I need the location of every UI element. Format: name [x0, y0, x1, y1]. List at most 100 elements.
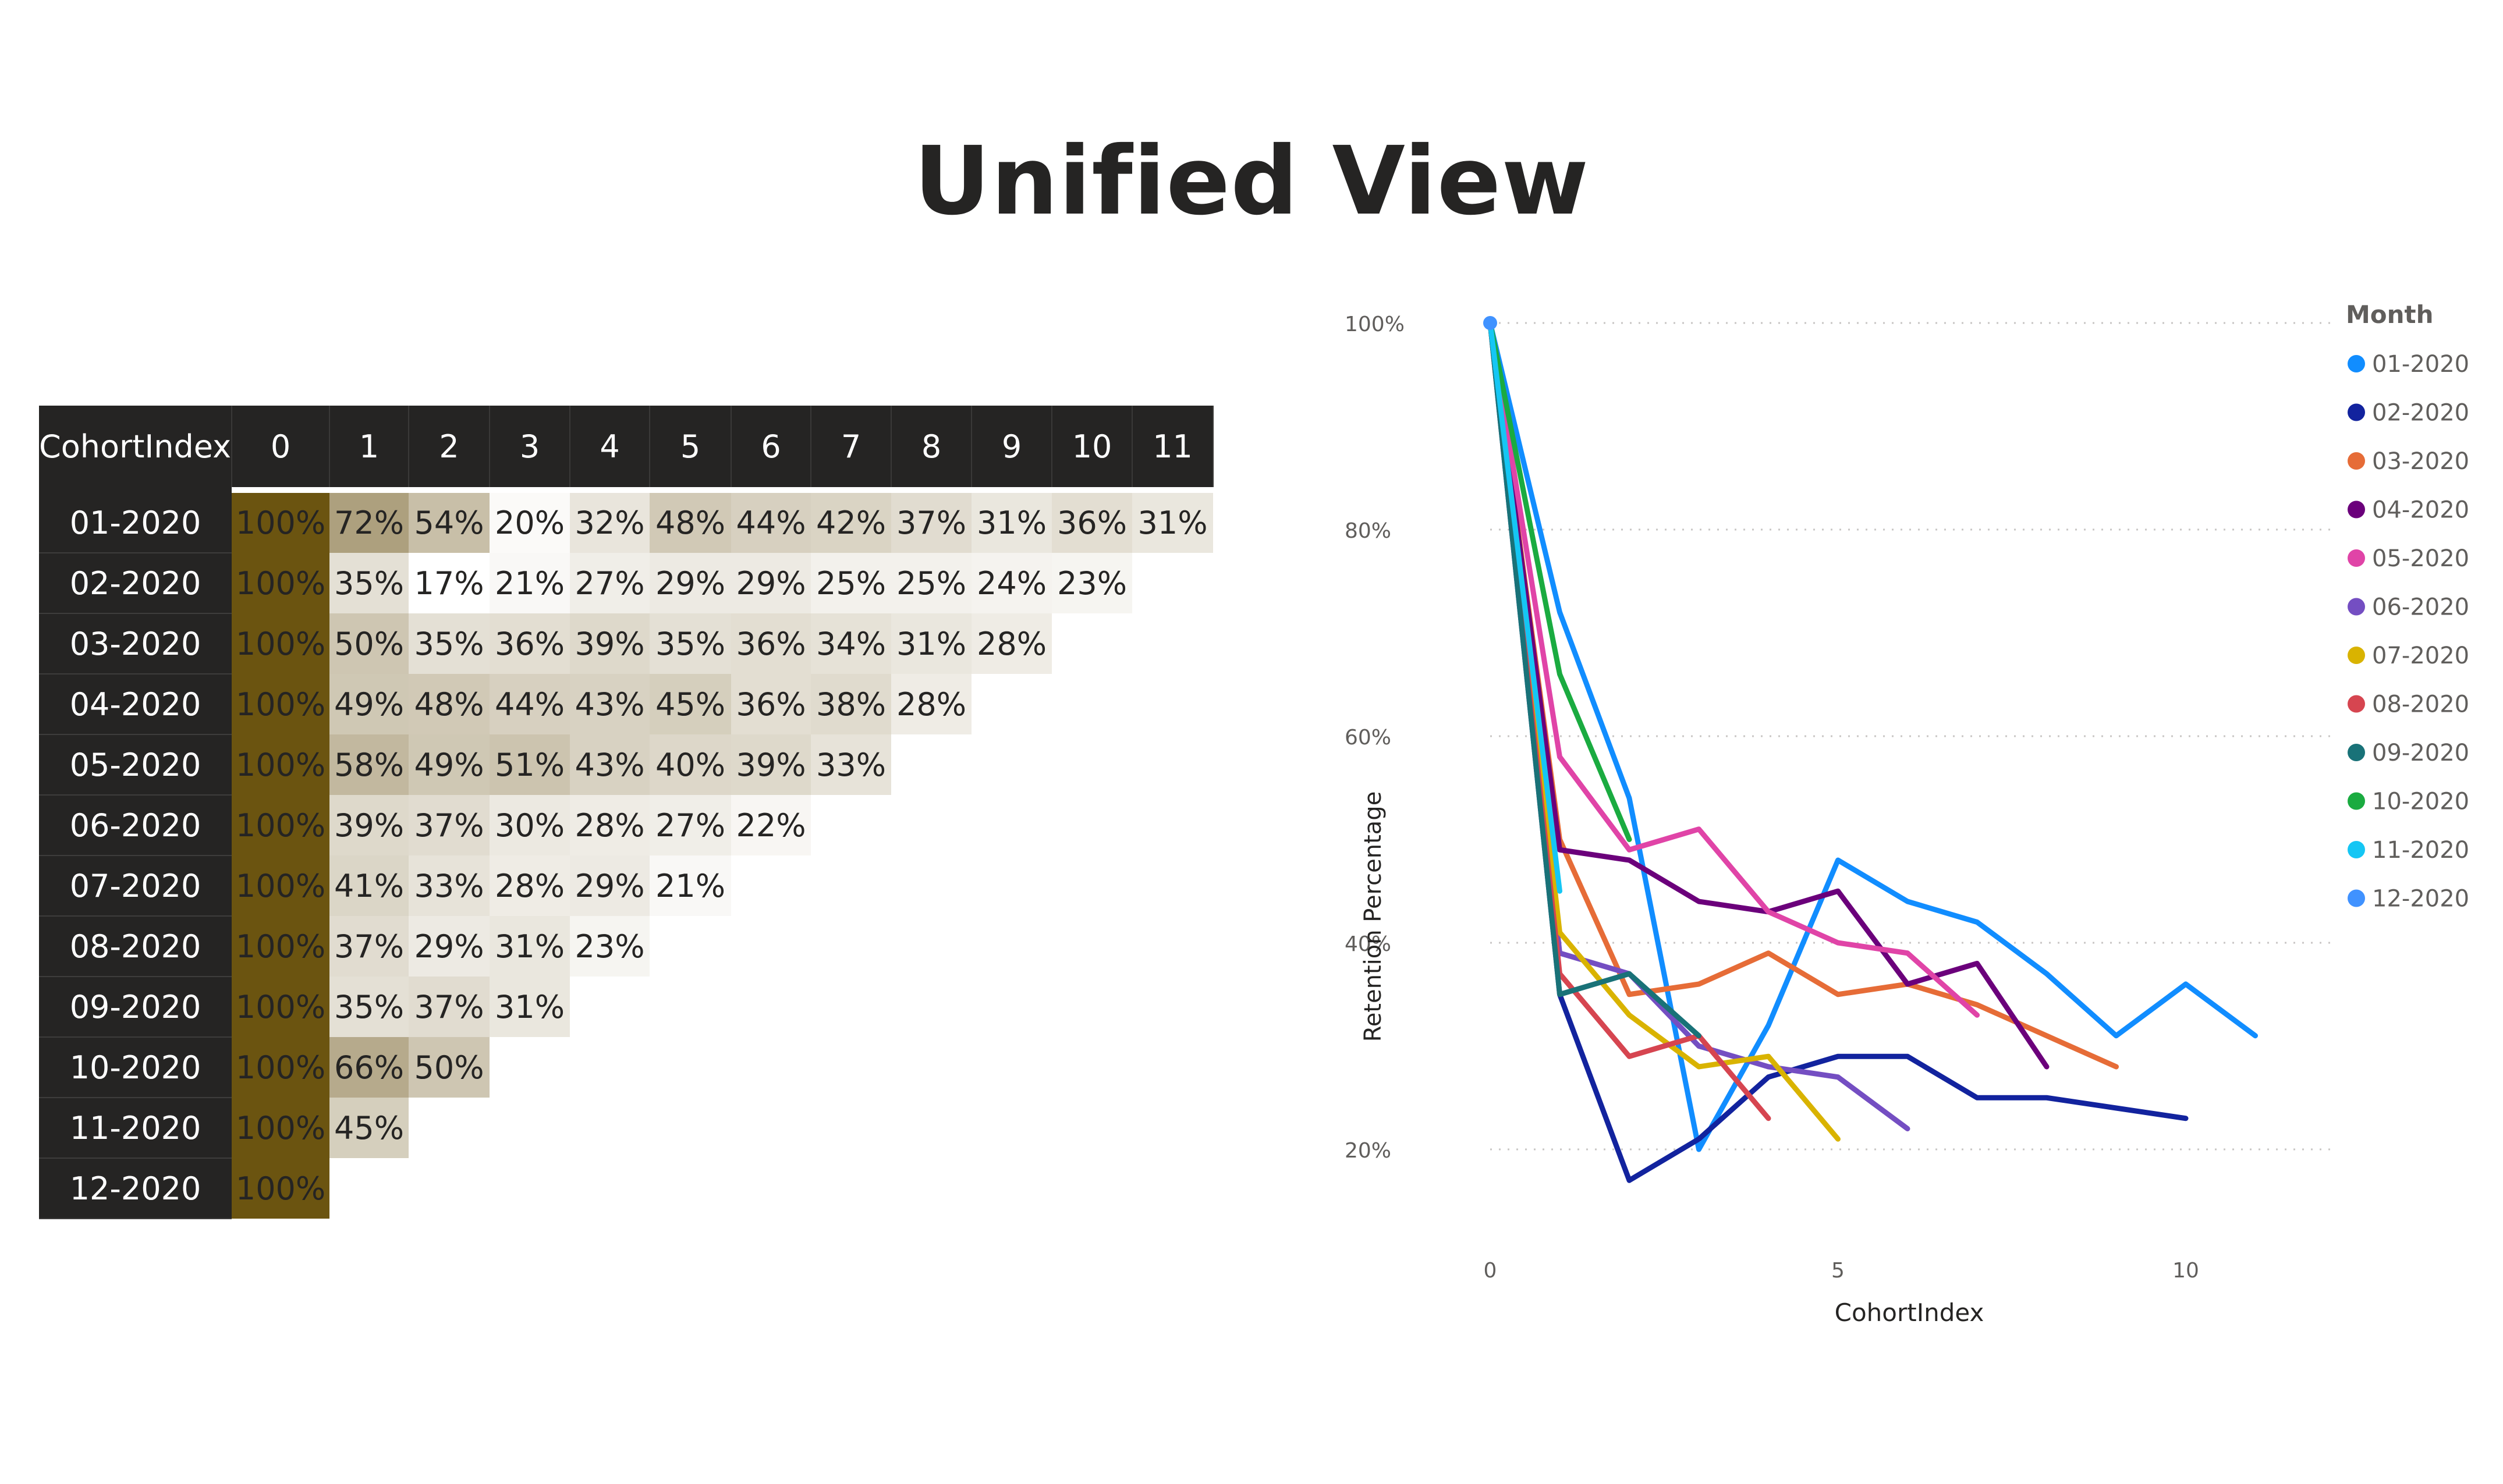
- row-label[interactable]: 06-2020: [39, 795, 232, 856]
- legend-item[interactable]: 04-2020: [2372, 497, 2469, 524]
- legend-item[interactable]: 05-2020: [2372, 545, 2469, 572]
- series-line-03-2020[interactable]: [1487, 320, 2119, 1070]
- x-tick-label: 0: [1484, 1259, 1497, 1283]
- legend-item[interactable]: 03-2020: [2372, 448, 2469, 475]
- row-label[interactable]: 12-2020: [39, 1158, 232, 1219]
- row-label[interactable]: 04-2020: [39, 674, 232, 735]
- legend-item[interactable]: 11-2020: [2372, 837, 2469, 864]
- retention-cell: 33%: [409, 855, 490, 916]
- retention-cell: 31%: [972, 493, 1052, 553]
- series-line-10-2020[interactable]: [1487, 320, 1632, 842]
- row-label[interactable]: 10-2020: [39, 1037, 232, 1098]
- retention-cell: 20%: [490, 493, 570, 553]
- empty-cell: [1132, 613, 1213, 674]
- row-label[interactable]: 05-2020: [39, 734, 232, 796]
- table-row: 03-2020 100% 50% 35% 36% 39% 35% 36% 34% 31% 28%: [39, 613, 1213, 674]
- header-col-3[interactable]: 3: [490, 406, 571, 487]
- retention-cell: 34%: [811, 613, 892, 674]
- header-col-10[interactable]: 10: [1052, 406, 1133, 487]
- table-row: 04-2020 100% 49% 48% 44% 43% 45% 36% 38% 28%: [39, 674, 1213, 735]
- header-col-5[interactable]: 5: [650, 406, 732, 487]
- retention-cell: 35%: [329, 553, 409, 613]
- empty-cell: [1052, 1037, 1132, 1098]
- series-line-09-2020[interactable]: [1487, 320, 1701, 1039]
- row-label[interactable]: 03-2020: [39, 613, 232, 674]
- series-point-12-2020[interactable]: [1483, 316, 1497, 330]
- legend-item[interactable]: 08-2020: [2372, 691, 2469, 718]
- series-line-07-2020[interactable]: [1487, 320, 1841, 1142]
- empty-cell: [1132, 1098, 1213, 1158]
- y-tick-label: 80%: [1345, 519, 1391, 543]
- cohort-retention-table: CohortIndex 0 1 2 3 4 5 6 7 8 9 10 11 01-2020 100% 72%…: [39, 406, 1214, 1219]
- header-col-4[interactable]: 4: [570, 406, 651, 487]
- empty-cell: [811, 1037, 891, 1098]
- row-label[interactable]: 08-2020: [39, 916, 232, 977]
- header-col-0[interactable]: 0: [232, 406, 331, 487]
- empty-cell: [972, 1037, 1052, 1098]
- legend-item[interactable]: 10-2020: [2372, 789, 2469, 815]
- retention-cell: 36%: [731, 674, 811, 734]
- retention-cell: 51%: [490, 734, 570, 795]
- retention-cell: 33%: [811, 734, 892, 795]
- chart-gridlines: [1490, 322, 2334, 1151]
- series-line-01-2020[interactable]: [1487, 320, 2258, 1152]
- header-col-8[interactable]: 8: [891, 406, 973, 487]
- empty-cell: [1132, 553, 1213, 613]
- retention-cell: 40%: [650, 734, 732, 795]
- empty-cell: [650, 916, 731, 977]
- table-row: 02-2020 100% 35% 17% 21% 27% 29% 29% 25% 25% 24% 23…: [39, 553, 1213, 614]
- retention-cell: 29%: [650, 553, 732, 613]
- empty-cell: [650, 977, 731, 1037]
- header-gap: [39, 487, 1213, 493]
- retention-cell: 44%: [490, 674, 570, 734]
- series-line-02-2020[interactable]: [1487, 320, 2189, 1183]
- empty-cell: [409, 1098, 490, 1158]
- header-col-1[interactable]: 1: [329, 406, 410, 487]
- row-label[interactable]: 02-2020: [39, 553, 232, 614]
- empty-cell: [891, 795, 972, 855]
- row-label[interactable]: 01-2020: [39, 493, 232, 553]
- retention-cell: 100%: [232, 916, 330, 977]
- header-col-6[interactable]: 6: [731, 406, 812, 487]
- header-cohortindex[interactable]: CohortIndex: [39, 406, 233, 487]
- y-axis-label: Retention Percentage: [1360, 791, 1387, 1042]
- retention-cell: 31%: [490, 977, 570, 1037]
- retention-cell: 100%: [232, 1158, 330, 1219]
- empty-cell: [811, 855, 891, 916]
- y-tick-label: 40%: [1345, 932, 1391, 956]
- header-col-7[interactable]: 7: [811, 406, 892, 487]
- retention-cell: 28%: [490, 855, 570, 916]
- header-col-9[interactable]: 9: [972, 406, 1053, 487]
- legend-marker: [2348, 792, 2365, 810]
- empty-cell: [329, 1158, 409, 1219]
- header-col-2[interactable]: 2: [409, 406, 491, 487]
- retention-cell: 48%: [409, 674, 490, 734]
- retention-cell: 28%: [570, 795, 650, 855]
- retention-cell: 23%: [570, 916, 650, 977]
- legend-item[interactable]: 12-2020: [2372, 886, 2469, 913]
- row-label[interactable]: 07-2020: [39, 855, 232, 917]
- empty-cell: [972, 1098, 1052, 1158]
- retention-cell: 38%: [811, 674, 892, 734]
- legend-item[interactable]: 02-2020: [2372, 400, 2469, 427]
- retention-cell: 37%: [329, 916, 409, 977]
- table-row: 12-2020 100%: [39, 1158, 1213, 1219]
- legend-item[interactable]: 06-2020: [2372, 594, 2469, 621]
- empty-cell: [1132, 855, 1213, 916]
- retention-cell: 29%: [570, 855, 650, 916]
- legend-item[interactable]: 09-2020: [2372, 740, 2469, 766]
- x-axis-ticks: 0 5 10: [1484, 1259, 2199, 1283]
- series-line-05-2020[interactable]: [1487, 320, 1980, 1018]
- retention-cell: 31%: [490, 916, 570, 977]
- series-line-11-2020[interactable]: [1487, 320, 1562, 894]
- chart-canvas: 20% 40% 60% 80% 100% 0 5 10 CohortIndex Retent…: [1345, 300, 2469, 1327]
- empty-cell: [570, 1098, 650, 1158]
- legend-item[interactable]: 07-2020: [2372, 642, 2469, 669]
- empty-cell: [409, 1158, 490, 1219]
- row-label[interactable]: 09-2020: [39, 977, 232, 1038]
- row-label[interactable]: 11-2020: [39, 1098, 232, 1159]
- legend-item[interactable]: 01-2020: [2372, 351, 2469, 378]
- empty-cell: [891, 734, 972, 795]
- header-col-11[interactable]: 11: [1132, 406, 1214, 487]
- retention-cell: 36%: [1052, 493, 1133, 553]
